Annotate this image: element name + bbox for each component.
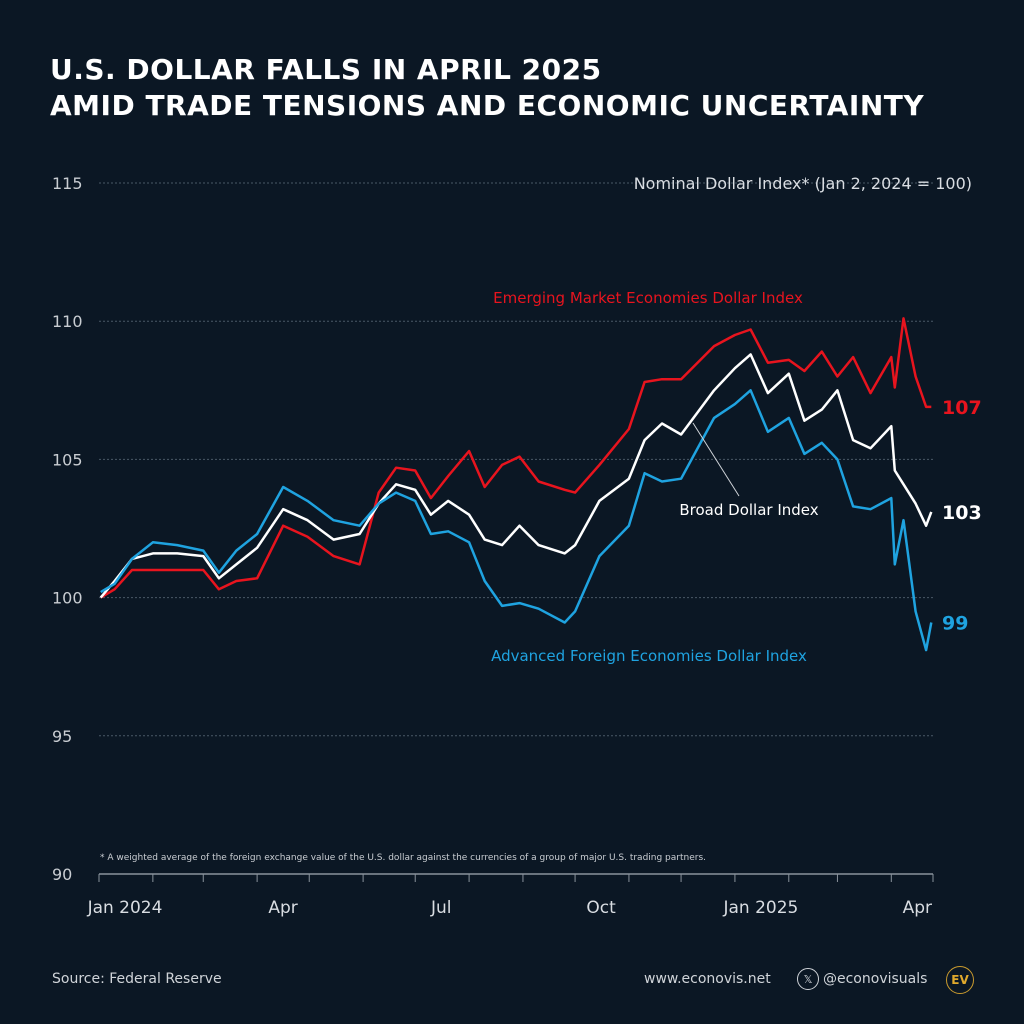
source-text: Source: Federal Reserve (52, 971, 222, 987)
x-tick-label: Jan 2024 (87, 898, 163, 918)
title-line-1: U.S. DOLLAR FALLS IN APRIL 2025 (50, 53, 602, 86)
econovis-logo: EV (946, 966, 974, 994)
end-value-label-afe: 99 (942, 612, 968, 634)
y-tick-label: 95 (52, 727, 72, 746)
x-tick-label: Apr (268, 898, 297, 918)
y-tick-label: 90 (52, 865, 72, 884)
x-tick-label: Oct (586, 898, 616, 918)
title-line-2: AMID TRADE TENSIONS AND ECONOMIC UNCERTA… (50, 89, 925, 122)
end-value-label-broad: 103 (942, 502, 982, 524)
x-tick-label: Apr (903, 898, 932, 918)
series-line-afe (100, 389, 933, 652)
end-value-label-em: 107 (942, 397, 982, 419)
y-tick-label: 115 (52, 174, 83, 193)
footnote: * A weighted average of the foreign exch… (100, 853, 706, 863)
x-logo-icon: 𝕏 (797, 968, 819, 990)
series-line-em (100, 317, 932, 599)
series-label-em: Emerging Market Economies Dollar Index (493, 289, 803, 307)
chart-title: U.S. DOLLAR FALLS IN APRIL 2025 AMID TRA… (50, 52, 924, 124)
y-tick-label: 105 (52, 450, 83, 469)
website-link[interactable]: www.econovis.net (644, 971, 771, 987)
x-tick-label: Jul (430, 898, 452, 918)
x-tick-label: Jan 2025 (722, 898, 798, 918)
social-handle[interactable]: 𝕏 @econovisuals (797, 968, 927, 990)
series-label-broad: Broad Dollar Index (679, 501, 818, 519)
y-tick-label: 100 (52, 589, 83, 608)
series-label-afe: Advanced Foreign Economies Dollar Index (491, 647, 807, 665)
y-tick-label: 110 (52, 312, 83, 331)
broad-label-pointer (692, 422, 740, 497)
chart-subtitle: Nominal Dollar Index* (Jan 2, 2024 = 100… (634, 174, 972, 193)
handle-text: @econovisuals (823, 971, 928, 987)
series-line-broad (99, 353, 933, 599)
